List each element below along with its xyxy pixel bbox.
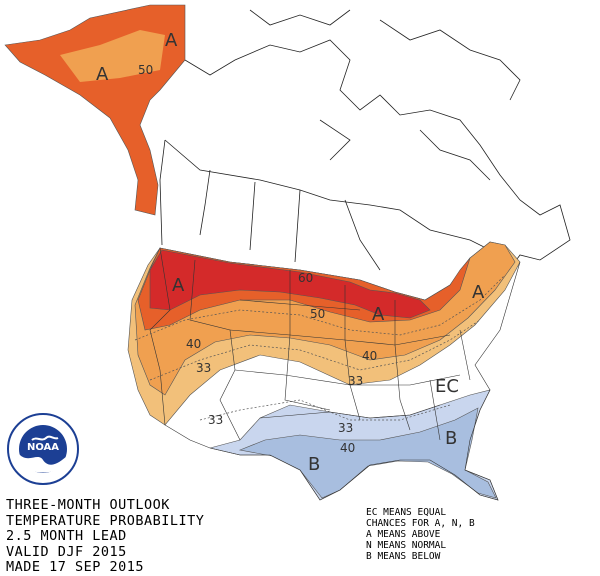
conus-shading: [127, 241, 521, 501]
label-33-west: 33: [196, 361, 211, 375]
label-40-south: 40: [340, 441, 355, 455]
label-alaska-a2: A: [96, 64, 109, 85]
label-60: 60: [298, 271, 313, 285]
label-50: 50: [310, 307, 325, 321]
label-33-southwest: 33: [208, 413, 223, 427]
legend-line-2: CHANCES FOR A, N, B: [366, 518, 475, 529]
label-b-texas: B: [308, 454, 320, 475]
alaska-shading: [4, 4, 186, 216]
label-alaska-50: 50: [138, 63, 153, 77]
label-b-southeast: B: [445, 428, 457, 449]
legend-line-1: EC MEANS EQUAL: [366, 507, 447, 518]
label-alaska-a1: A: [165, 30, 178, 51]
label-40-west: 40: [186, 337, 201, 351]
caption-line-3: 2.5 MONTH LEAD: [6, 528, 127, 544]
label-ne-a: A: [472, 282, 485, 303]
legend-line-5: B MEANS BELOW: [366, 551, 441, 562]
contour-lines: [134, 274, 506, 421]
caption-line-1: THREE-MONTH OUTLOOK: [6, 497, 170, 513]
caption-line-2: TEMPERATURE PROBABILITY: [6, 512, 205, 529]
label-33-south: 33: [338, 421, 353, 435]
legend-line-4: N MEANS NORMAL: [366, 540, 447, 551]
label-nw-a: A: [172, 275, 185, 296]
noaa-logo-icon: NOAA: [7, 413, 79, 485]
outlook-caption: THREE-MONTH OUTLOOK TEMPERATURE PROBABILI…: [6, 497, 205, 576]
label-33-central: 33: [348, 374, 363, 388]
state-lines: [149, 247, 521, 501]
label-40-east: 40: [362, 349, 377, 363]
caption-line-4: VALID DJF 2015: [6, 543, 127, 560]
caption-line-5: MADE 17 SEP 2015: [6, 559, 145, 575]
label-ec: EC: [435, 376, 459, 397]
land-outlines: [159, 9, 571, 276]
map-labels: A A 50 A A A 60 50 40 40 33 33 33 33 40 …: [96, 30, 485, 475]
label-gl-a: A: [372, 304, 385, 325]
legend-line-3: A MEANS ABOVE: [366, 529, 441, 540]
noaa-logo-text: NOAA: [27, 442, 59, 453]
